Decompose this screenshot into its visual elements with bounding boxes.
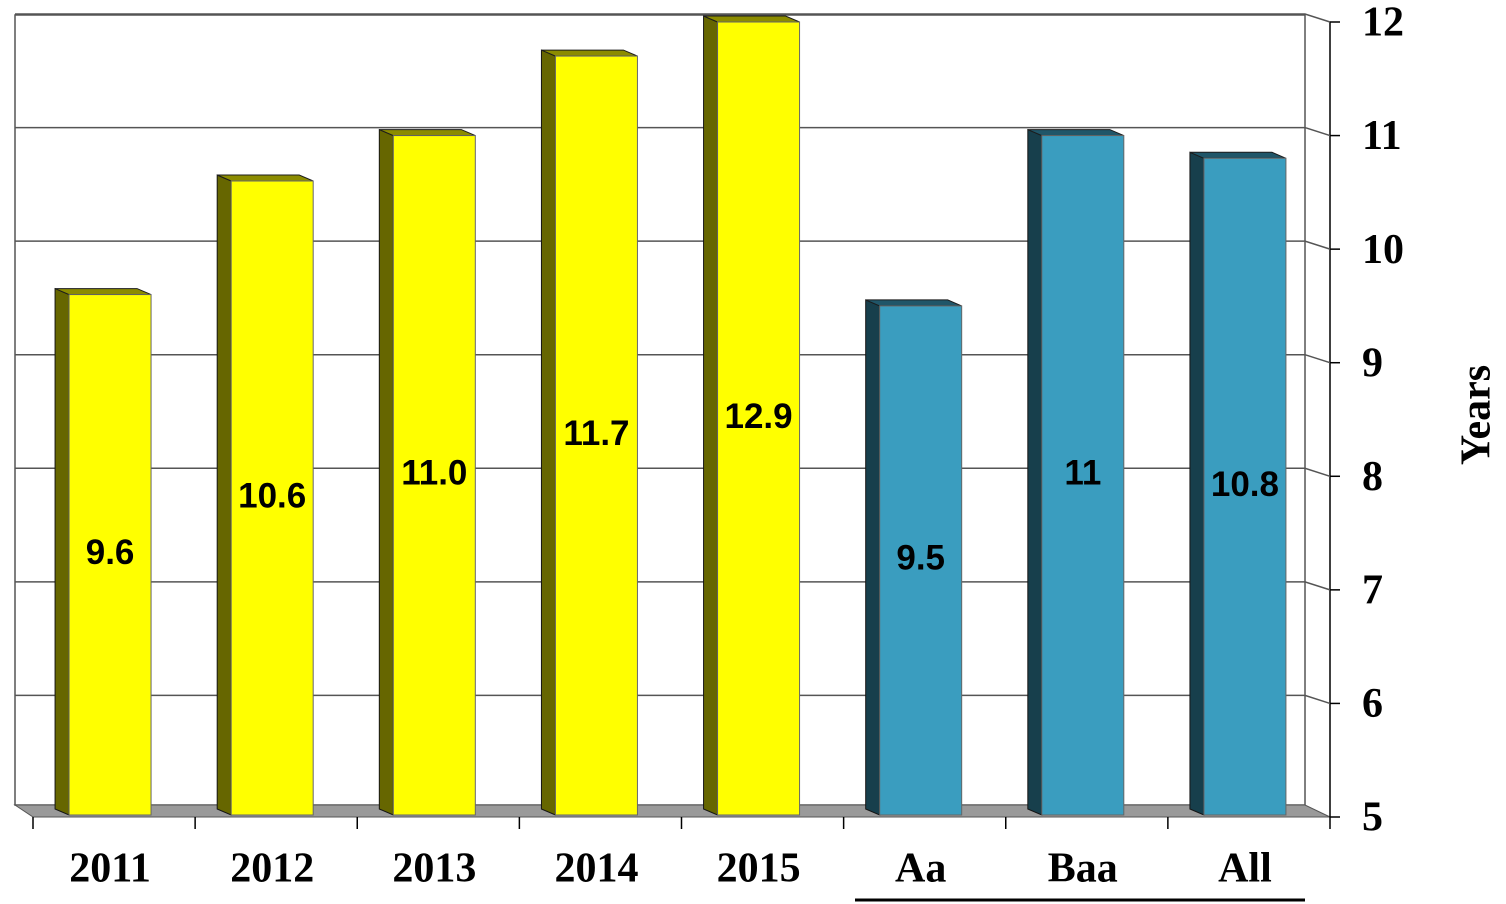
value-label: 11 [1064,454,1101,493]
y-tick-label: 7 [1362,567,1383,613]
value-label: 9.6 [86,533,135,572]
bar-top [703,15,800,23]
bar-side [216,174,232,816]
bar [68,294,152,816]
x-tick-label: 2013 [392,846,476,892]
bar-side [1189,151,1205,816]
bar-top [1189,151,1287,159]
bar [554,55,638,816]
y-tick-label: 12 [1362,0,1404,46]
x-tick-label: 2012 [230,846,314,892]
value-label: 11.0 [401,454,467,493]
y-tick-label: 11 [1362,113,1402,159]
bar-side [54,287,70,816]
x-tick-label: Aa [895,846,946,892]
bar-side [378,128,394,816]
bar-top [865,299,962,307]
grid-line [15,126,1331,137]
y-tick-label: 9 [1362,340,1383,386]
bar-top [216,174,314,182]
bar-top [54,288,152,296]
value-label: 11.7 [563,414,629,453]
x-tick-label: All [1218,846,1272,892]
y-tick-label: 6 [1362,681,1383,727]
bar [879,305,963,816]
value-label: 9.5 [896,539,945,578]
bar-side [1027,128,1043,816]
y-tick-label: 8 [1362,454,1383,500]
bar [1041,135,1125,816]
value-label: 12.9 [725,397,793,436]
bar [717,21,801,816]
value-label: 10.6 [238,476,306,515]
bar [392,135,476,816]
bar-side [703,15,719,816]
bar-top [379,129,476,137]
y-tick-label: 10 [1362,227,1404,273]
x-tick-label: 2014 [554,846,638,892]
grid-line [15,13,1331,23]
bar [230,180,314,816]
x-tick-label: 2011 [69,846,151,892]
x-tick-label: Baa [1048,846,1118,892]
value-label: 10.8 [1211,465,1279,504]
y-tick-label: 5 [1362,795,1383,841]
bar-side [865,299,881,816]
bar-side [540,49,556,816]
bar [1203,157,1287,816]
y-axis-label: Years [1454,365,1500,465]
bar-top [1027,129,1125,137]
bar-top [541,49,638,57]
plot-floor [13,804,1331,818]
x-tick-label: 2015 [717,846,801,892]
